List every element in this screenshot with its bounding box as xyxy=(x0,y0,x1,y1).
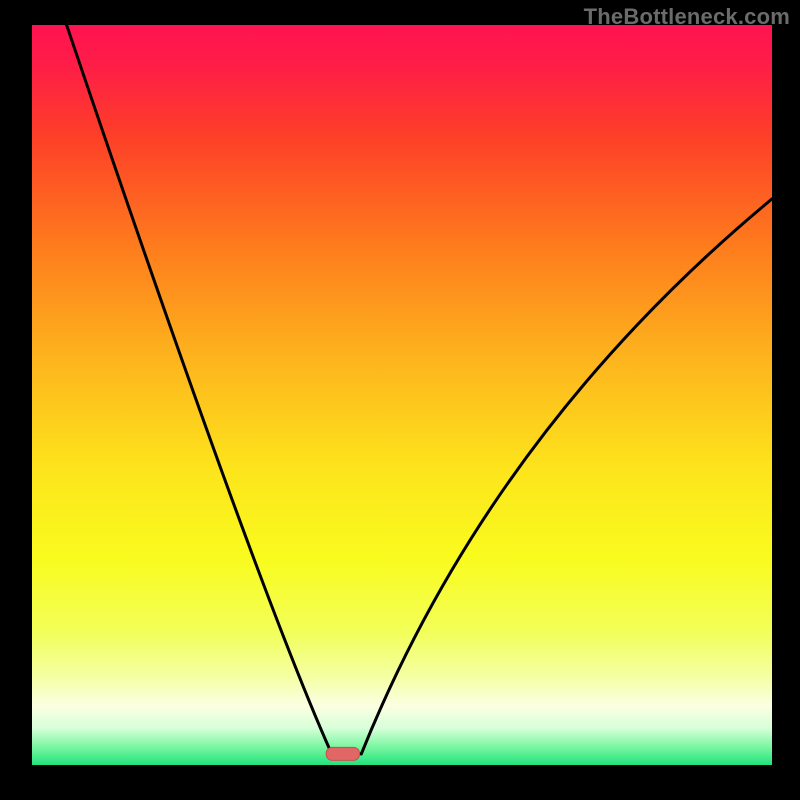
optimal-point-marker xyxy=(326,747,359,760)
watermark-text: TheBottleneck.com xyxy=(584,4,790,30)
chart-container: TheBottleneck.com xyxy=(0,0,800,800)
bottleneck-curve-chart xyxy=(0,0,800,800)
plot-gradient-background xyxy=(32,25,772,765)
